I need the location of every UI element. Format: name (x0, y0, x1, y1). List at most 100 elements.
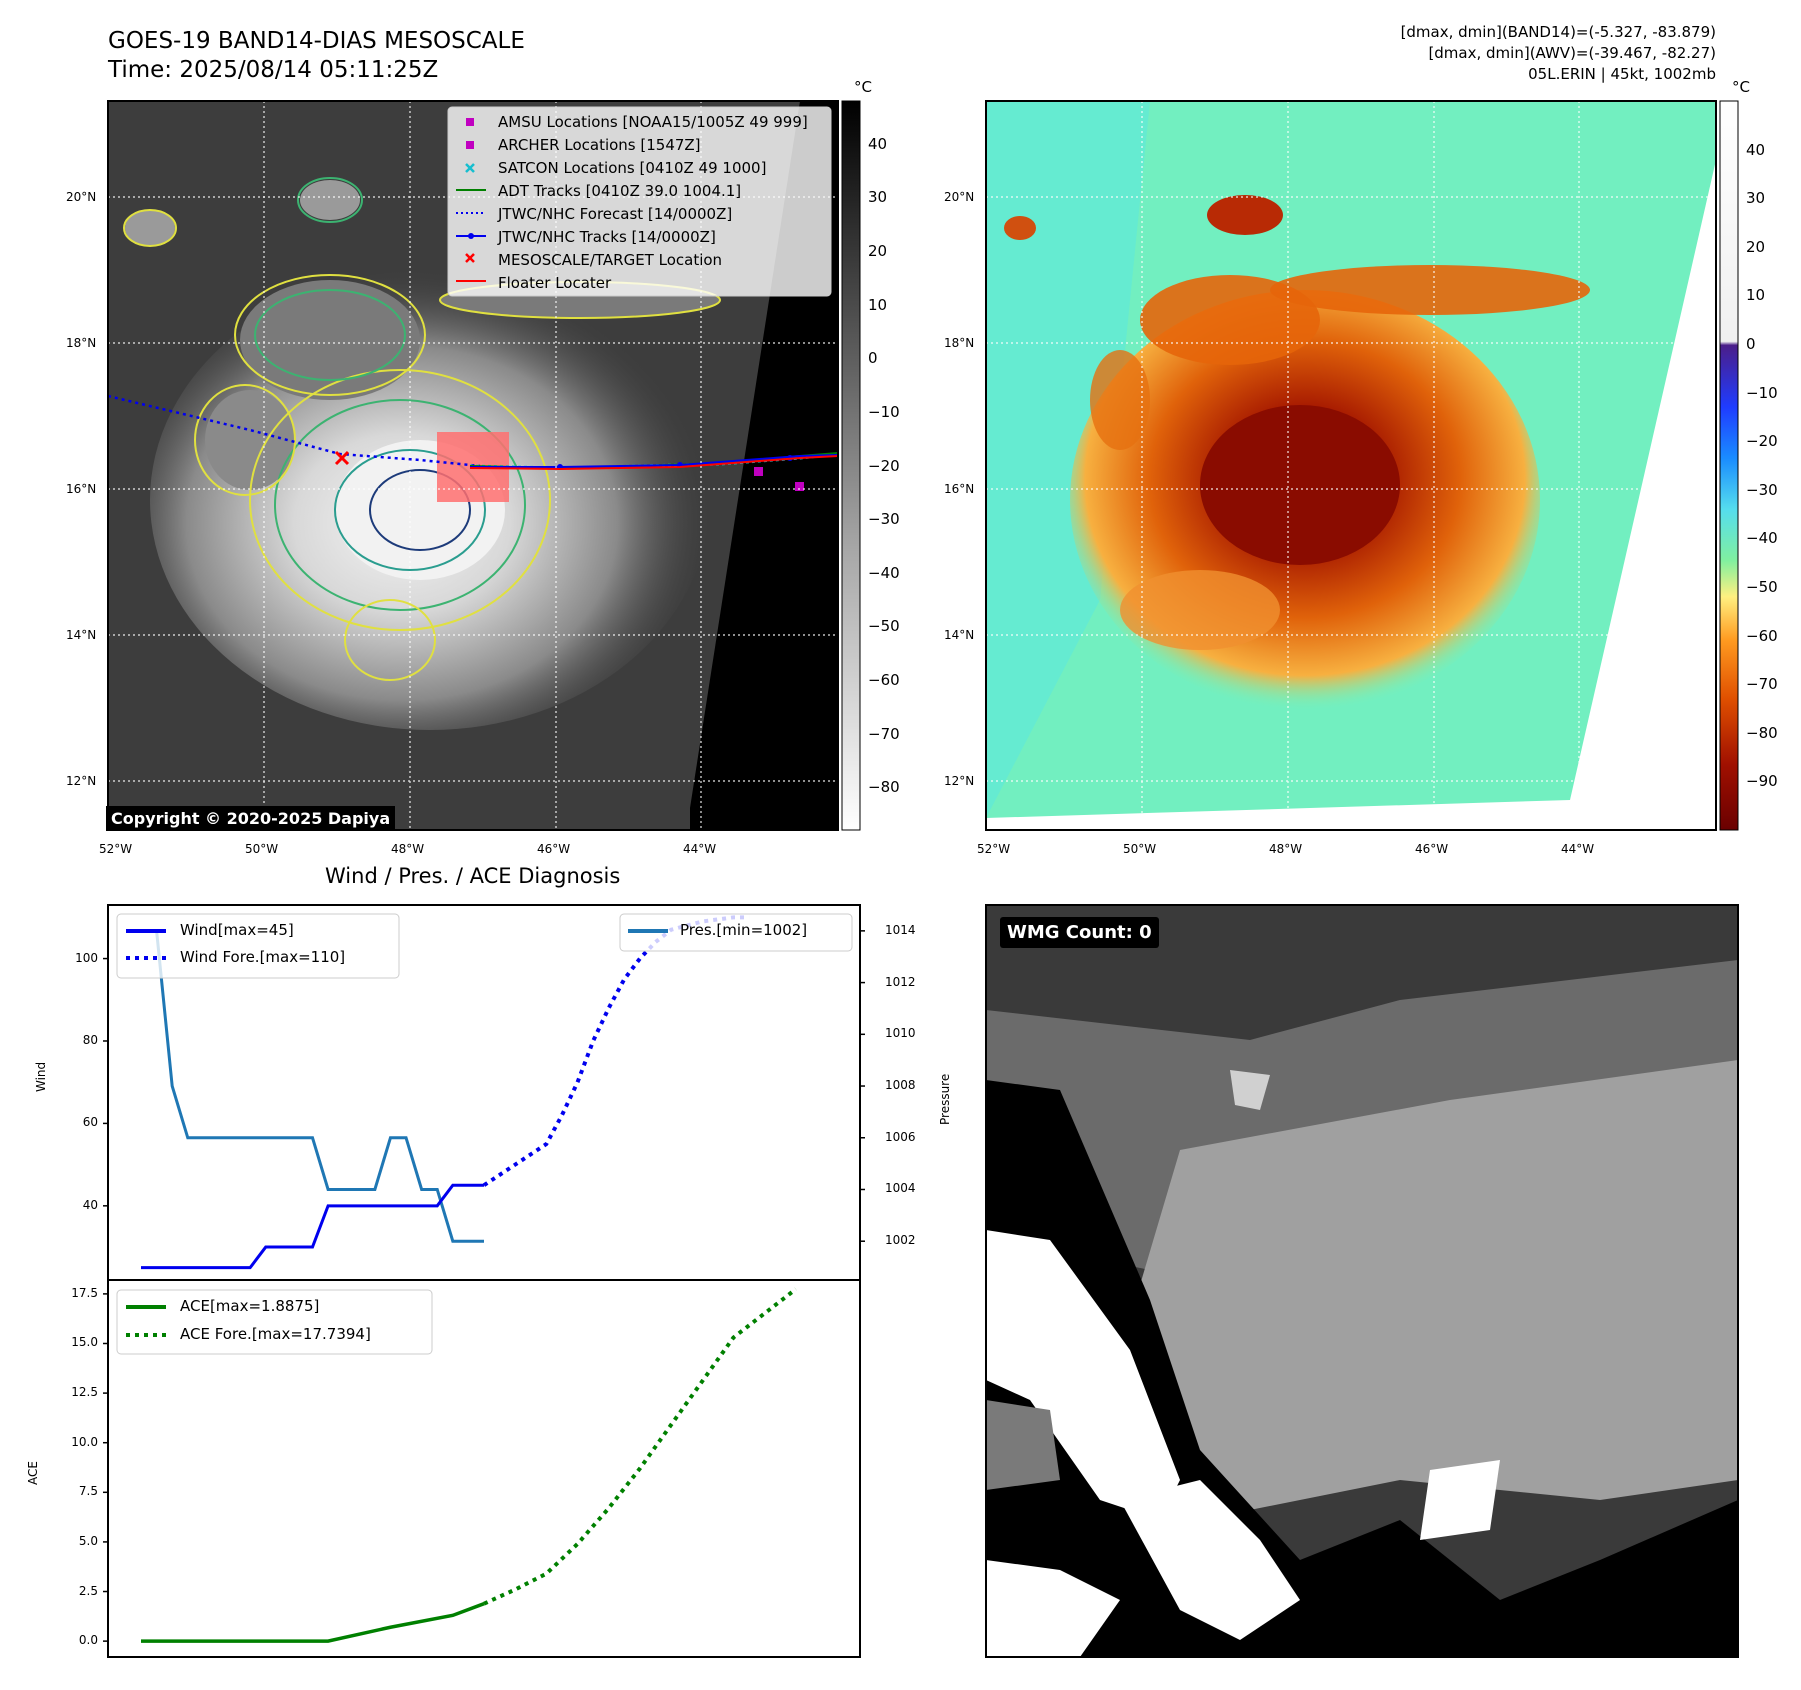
pressure-tick-label: 1004 (885, 1181, 916, 1196)
lon-tick: 48°W (1269, 842, 1303, 856)
pressure-axis-label: Pressure (938, 1073, 952, 1125)
legend-item: ADT Tracks [0410Z 39.0 1004.1] (498, 182, 742, 200)
colorbar-gray (841, 100, 861, 831)
lon-tick: 48°W (391, 842, 425, 856)
colorbar-gray-tick: −50 (868, 617, 900, 636)
lon-tick: 46°W (537, 842, 571, 856)
ace-legend-box (116, 1289, 433, 1355)
map-ir-color (985, 100, 1739, 831)
ace-y-ticks (103, 1293, 108, 1642)
ace-tick-label: 7.5 (78, 1484, 98, 1499)
pressure-legend-label: Pres.[min=1002] (680, 921, 808, 939)
ace-tick-label: 0.0 (78, 1633, 98, 1648)
figure-title-line1: GOES-19 BAND14-DIAS MESOSCALE (108, 28, 525, 54)
wmg-panel (985, 904, 1739, 1658)
colorbar-gray-tick: −70 (868, 724, 900, 743)
wind-tick-label: 60 (82, 1115, 98, 1130)
ace-tick-label: 2.5 (78, 1583, 98, 1598)
wind-line (141, 1183, 484, 1270)
ace-tick-label: 10.0 (71, 1434, 98, 1449)
ace-legend-label: ACE[max=1.8875] (180, 1297, 320, 1315)
colorbar-gray-tick: 20 (868, 242, 888, 261)
archer-legend-icon (466, 141, 474, 149)
satcon-legend-icon (465, 163, 475, 173)
ace-tick-label: 5.0 (78, 1533, 98, 1548)
colorbar-gray-tick: −10 (868, 402, 900, 421)
ace-series-group (141, 1287, 798, 1643)
colorbar-color-tick: −70 (1746, 675, 1778, 694)
colorbar-color-tick: −60 (1746, 626, 1778, 645)
lon-tick: 52°W (977, 842, 1011, 856)
info-line2: [dmax, dmin](AWV)=(-39.467, -82.27) (1428, 44, 1716, 62)
colorbar-gray-tick: 0 (868, 349, 878, 368)
colorbar-color-tick: −10 (1746, 383, 1778, 402)
amsu-marker (754, 467, 763, 476)
map-legend-icons (456, 118, 486, 282)
colorbar-color-tick: 10 (1746, 286, 1766, 305)
colorbar-gray-tick: −30 (868, 510, 900, 529)
diagnosis-title: Wind / Pres. / ACE Diagnosis (325, 864, 621, 888)
map-ir-gray (107, 100, 861, 831)
pressure-tick-label: 1002 (885, 1233, 916, 1248)
ace-line (141, 1602, 485, 1643)
copyright-label: Copyright © 2020-2025 Dapiya (106, 806, 396, 831)
amsu-legend-icon (466, 118, 474, 126)
colorbar-color-tick: −20 (1746, 432, 1778, 451)
ace-tick-label: 12.5 (71, 1385, 98, 1400)
pressure-tick-label: 1010 (885, 1026, 916, 1041)
lon-tick: 44°W (683, 842, 717, 856)
lat-tick: 20°N (944, 190, 975, 204)
lon-tick: 50°W (1123, 842, 1157, 856)
pressure-tick-label: 1012 (885, 974, 916, 989)
target-legend-icon (465, 253, 475, 263)
legend-item: JTWC/NHC Tracks [14/0000Z] (498, 228, 716, 246)
colorbar-color-tick: 20 (1746, 237, 1766, 256)
legend-item: SATCON Locations [0410Z 49 1000] (498, 159, 767, 177)
wmg-count-label: WMG Count: 0 (1000, 917, 1159, 948)
colorbar-gray-tick: −80 (868, 778, 900, 797)
archer-marker (795, 482, 804, 491)
legend-item: AMSU Locations [NOAA15/1005Z 49 999] (498, 113, 808, 131)
legend-item: Floater Locater (498, 274, 612, 292)
map-legend-box (447, 106, 832, 297)
legend-item: ARCHER Locations [1547Z] (498, 136, 701, 154)
legend-item: MESOSCALE/TARGET Location (498, 251, 723, 269)
pressure-line (141, 929, 484, 1243)
lon-tick: 52°W (99, 842, 133, 856)
wind-pressure-chart (103, 904, 865, 1281)
ace-tick-label: 17.5 (71, 1285, 98, 1300)
ace-forecast-line (483, 1287, 798, 1606)
wind-legend-label: Wind[max=45] (180, 921, 294, 939)
pressure-legend-box (619, 913, 853, 952)
lon-tick: 46°W (1415, 842, 1449, 856)
info-line3: 05L.ERIN | 45kt, 1002mb (1528, 65, 1716, 83)
colorbar-color-tick: −90 (1746, 772, 1778, 791)
legend-item: JTWC/NHC Forecast [14/0000Z] (498, 205, 733, 223)
lat-tick: 20°N (66, 190, 97, 204)
wind-y-ticks (103, 957, 108, 1207)
wind-legend-box (116, 913, 400, 979)
info-line1: [dmax, dmin](BAND14)=(-5.327, -83.879) (1400, 23, 1716, 41)
pressure-tick-label: 1008 (885, 1078, 916, 1093)
wind-forecast-legend-label: Wind Fore.[max=110] (180, 948, 346, 966)
colorbar-color-tick: −80 (1746, 723, 1778, 742)
ace-tick-label: 15.0 (71, 1335, 98, 1350)
lat-tick: 14°N (66, 628, 97, 642)
colorbar-gray-tick: 30 (868, 188, 888, 207)
colorbar-color-unit: °C (1732, 78, 1750, 96)
lat-tick: 12°N (66, 774, 97, 788)
lon-tick: 50°W (245, 842, 279, 856)
pressure-tick-label: 1006 (885, 1129, 916, 1144)
colorbar-gray-tick: −40 (868, 563, 900, 582)
colorbar-color-tick: −40 (1746, 529, 1778, 548)
pressure-y-ticks (860, 930, 865, 1242)
wind-tick-label: 80 (82, 1032, 98, 1047)
ace-forecast-legend-label: ACE Fore.[max=17.7394] (180, 1325, 371, 1343)
wind-tick-label: 40 (82, 1197, 98, 1212)
lat-tick: 18°N (944, 336, 975, 350)
pressure-tick-label: 1014 (885, 922, 916, 937)
colorbar-gray-tick: −60 (868, 670, 900, 689)
lon-tick: 44°W (1561, 842, 1595, 856)
lat-tick: 14°N (944, 628, 975, 642)
